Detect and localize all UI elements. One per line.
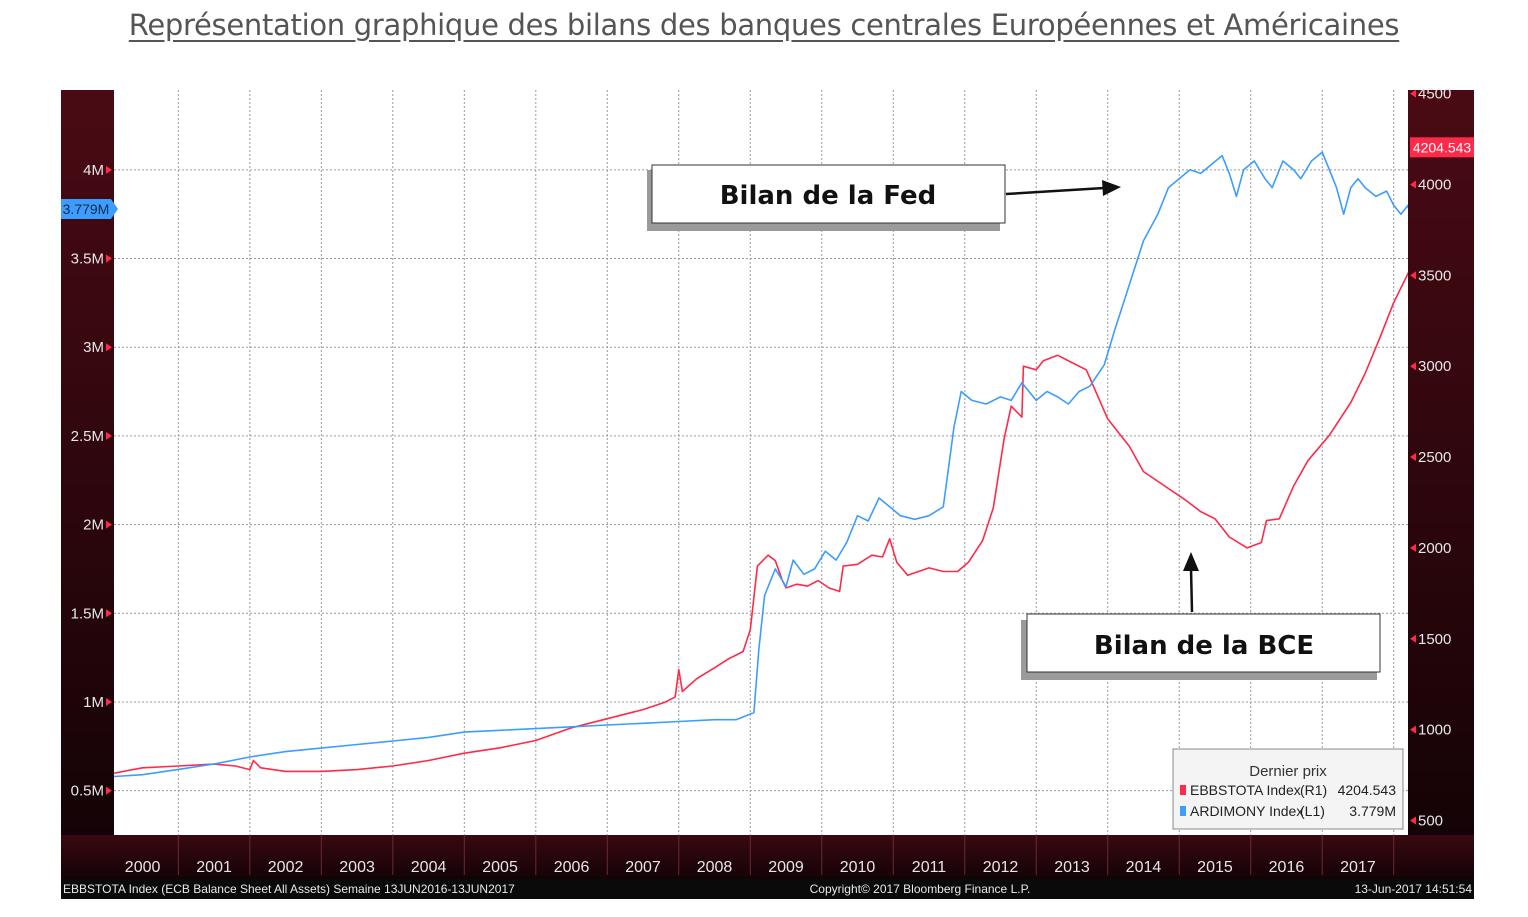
- last-value-label-right: 4204.543: [1413, 139, 1472, 155]
- left-tick-mark-7: [106, 165, 112, 174]
- series-line-ebbstota: [114, 271, 1408, 774]
- right-tick-mark-8: [1410, 89, 1416, 98]
- series-line-ardimony: [114, 151, 1408, 778]
- left-axis: 0.5M 1M 1.5M 2M 2.5M 3M 3.5M 4M: [71, 162, 112, 800]
- left-tick-mark-6: [106, 254, 112, 263]
- x-tick-label-1: 2001: [196, 859, 232, 876]
- annotation-fed-arrowhead: [1102, 180, 1121, 196]
- left-tick-mark-1: [106, 697, 112, 706]
- x-tick-label-13: 2013: [1054, 859, 1090, 876]
- right-tick-mark-2: [1410, 634, 1416, 643]
- legend-swatch-ardimony: [1180, 806, 1186, 816]
- annotation-fed: Bilan de la Fed: [647, 164, 1121, 231]
- gridlines: [114, 90, 1408, 835]
- left-tick-mark-5: [106, 343, 112, 352]
- annotation-fed-label: Bilan de la Fed: [720, 181, 937, 211]
- right-axis: 500 1000 1500 2000 2500 3000 3500 4000 4500: [1410, 86, 1451, 829]
- left-tick-label-1: 1M: [83, 694, 104, 711]
- annotation-bce-arrowhead: [1183, 552, 1199, 571]
- left-tick-label-3: 2M: [83, 517, 104, 534]
- x-tick-label-2: 2002: [268, 859, 304, 876]
- x-tick-label-10: 2010: [840, 859, 876, 876]
- right-tick-label-4: 2500: [1418, 449, 1451, 466]
- left-tick-label-5: 3M: [83, 339, 104, 356]
- left-tick-label-4: 2.5M: [71, 428, 104, 445]
- last-value-pointer-left: [111, 199, 118, 220]
- right-tick-label-6: 3500: [1418, 267, 1451, 284]
- legend-header: Dernier prix: [1249, 763, 1327, 780]
- legend-name-ardimony: ARDIMONY Index: [1190, 803, 1303, 819]
- footer-center: Copyright© 2017 Bloomberg Finance L.P.: [810, 882, 1031, 896]
- x-tick-label-0: 2000: [125, 859, 161, 876]
- x-tick-label-17: 2017: [1340, 859, 1376, 876]
- right-tick-label-8: 4500: [1418, 86, 1451, 103]
- legend-axis-ardimony: (L1): [1300, 803, 1325, 819]
- page-title: Représentation graphique des bilans des …: [128, 8, 1400, 42]
- series-layer: [114, 151, 1408, 778]
- x-axis-panel: [61, 835, 1474, 880]
- right-tick-label-1: 1000: [1418, 722, 1451, 739]
- legend-axis-ebbstota: (R1): [1300, 782, 1327, 798]
- x-axis: 2000 2001 2002 2003 2004 2005 2006 2007 2008 2009…: [125, 835, 1395, 876]
- left-tick-label-6: 3.5M: [71, 251, 104, 268]
- legend-name-ebbstota: EBBSTOTA Index: [1190, 782, 1301, 798]
- right-tick-mark-4: [1410, 453, 1416, 462]
- annotation-bce: Bilan de la BCE: [1021, 552, 1381, 680]
- last-value-tags: 4204.543 3.779M: [61, 137, 1474, 220]
- x-tick-label-9: 2009: [768, 859, 804, 876]
- right-tick-label-5: 3000: [1418, 358, 1451, 375]
- x-tick-label-6: 2006: [554, 859, 590, 876]
- right-tick-label-7: 4000: [1418, 176, 1451, 193]
- last-value-label-left: 3.779M: [63, 201, 110, 217]
- left-tick-mark-3: [106, 520, 112, 529]
- x-tick-label-4: 2004: [411, 859, 447, 876]
- left-tick-mark-0: [106, 786, 112, 795]
- right-axis-panel: [1408, 90, 1474, 836]
- last-value-tag-left: [61, 199, 111, 220]
- x-tick-label-15: 2015: [1197, 859, 1233, 876]
- annotation-bce-arrow: [1189, 567, 1194, 613]
- footer-panel: [61, 879, 1474, 899]
- right-tick-label-3: 2000: [1418, 540, 1451, 557]
- last-value-tag-right: [1410, 137, 1474, 158]
- legend-value-ebbstota: 4204.543: [1338, 782, 1397, 798]
- right-tick-label-0: 500: [1418, 812, 1443, 829]
- legend: Dernier prix EBBSTOTA Index (R1) 4204.54…: [1172, 748, 1404, 830]
- x-tick-label-5: 2005: [482, 859, 518, 876]
- right-tick-mark-0: [1410, 816, 1416, 825]
- annotation-fed-arrow: [1005, 186, 1105, 196]
- x-tick-label-16: 2016: [1269, 859, 1305, 876]
- left-tick-mark-4: [106, 431, 112, 440]
- x-tick-label-12: 2012: [983, 859, 1019, 876]
- annotation-bce-label: Bilan de la BCE: [1094, 631, 1314, 661]
- right-tick-mark-3: [1410, 543, 1416, 552]
- legend-value-ardimony: 3.779M: [1349, 803, 1396, 819]
- x-tick-label-7: 2007: [625, 859, 661, 876]
- legend-swatch-ebbstota: [1180, 785, 1186, 795]
- x-tick-label-14: 2014: [1126, 859, 1162, 876]
- right-tick-label-2: 1500: [1418, 631, 1451, 648]
- right-tick-mark-6: [1410, 271, 1416, 280]
- left-tick-label-0: 0.5M: [71, 783, 104, 800]
- left-tick-label-7: 4M: [83, 162, 104, 179]
- right-tick-mark-1: [1410, 725, 1416, 734]
- footer-left: EBBSTOTA Index (ECB Balance Sheet All As…: [63, 882, 515, 896]
- x-tick-label-3: 2003: [339, 859, 375, 876]
- right-tick-mark-7: [1410, 180, 1416, 189]
- right-tick-mark-5: [1410, 362, 1416, 371]
- left-tick-label-2: 1.5M: [71, 605, 104, 622]
- x-tick-label-11: 2011: [912, 859, 947, 876]
- left-tick-mark-2: [106, 609, 112, 618]
- footer-right: 13-Jun-2017 14:51:54: [1355, 882, 1473, 896]
- x-tick-label-8: 2008: [697, 859, 733, 876]
